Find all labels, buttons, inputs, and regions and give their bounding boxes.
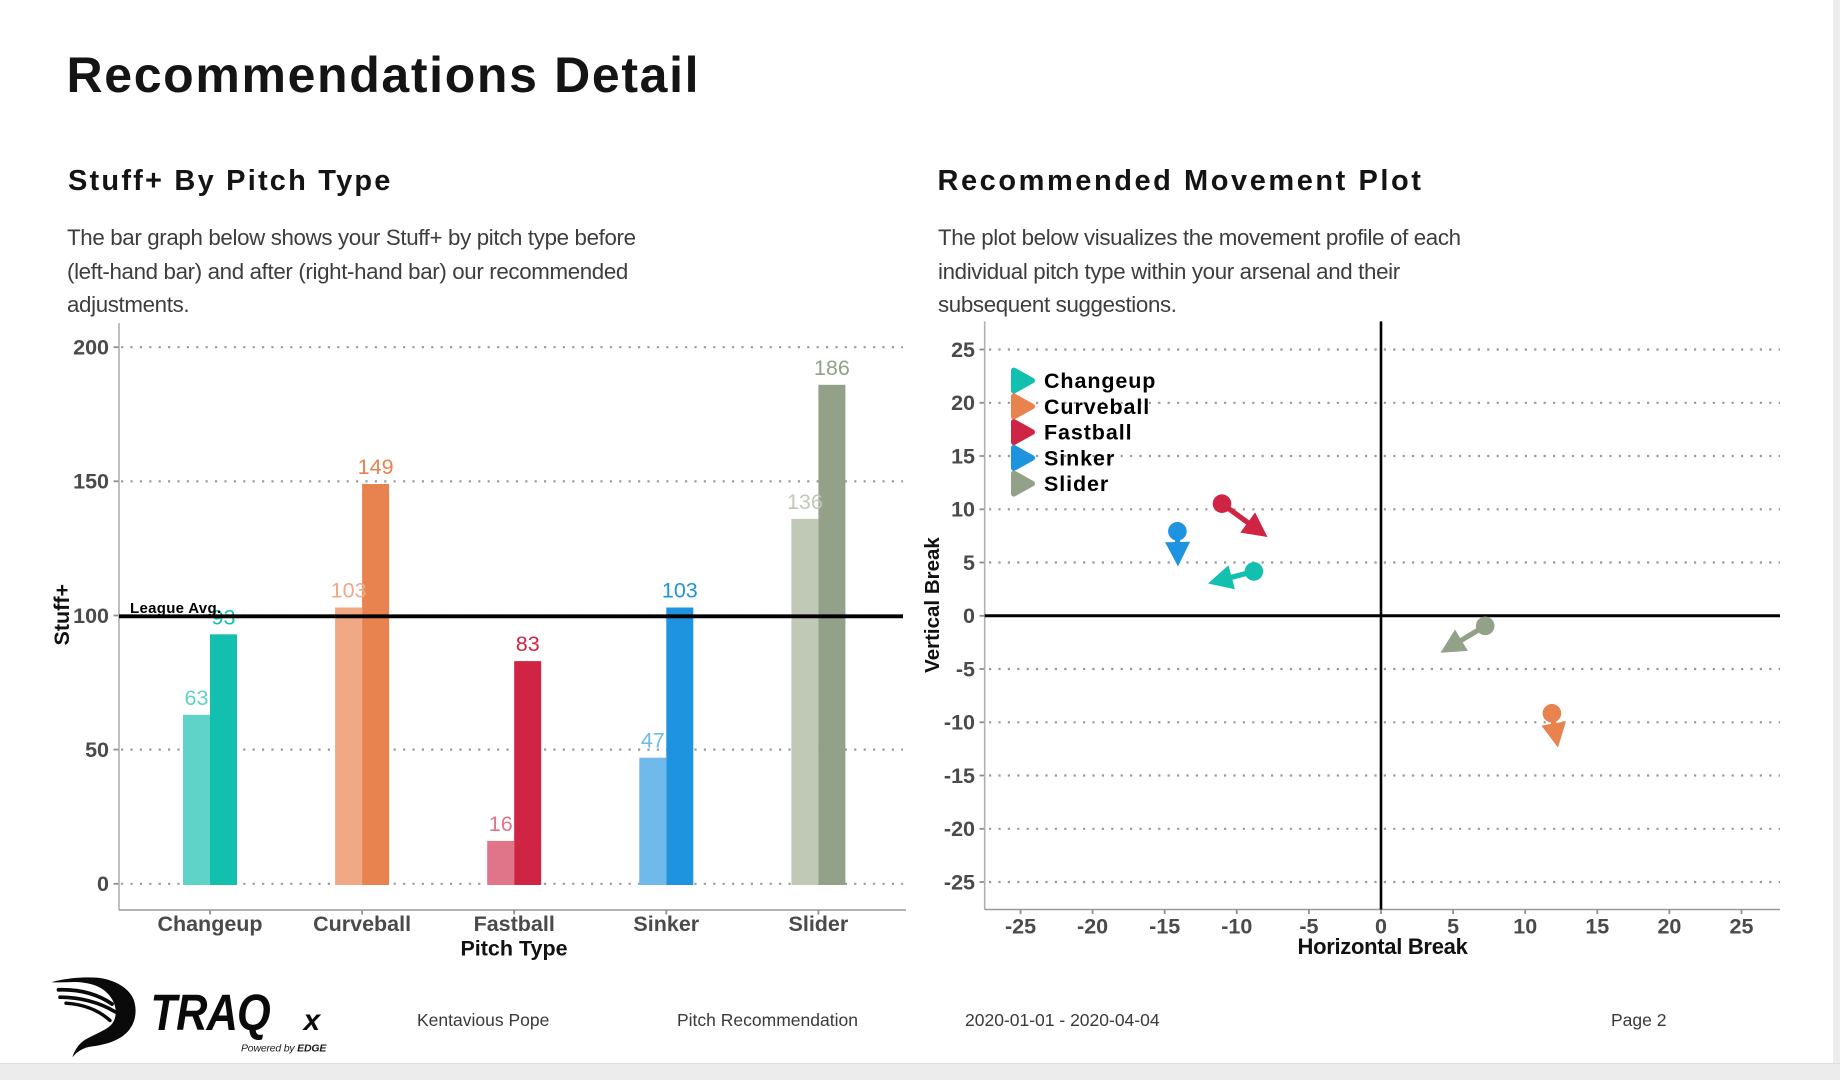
svg-text:25: 25: [951, 338, 975, 362]
svg-text:0: 0: [97, 872, 109, 896]
svg-text:Curveball: Curveball: [313, 912, 411, 936]
svg-text:15: 15: [1585, 915, 1609, 939]
svg-text:47: 47: [641, 729, 665, 753]
svg-text:16: 16: [489, 812, 513, 836]
svg-text:Horizontal Break: Horizontal Break: [1297, 934, 1468, 959]
svg-text:25: 25: [1730, 915, 1754, 939]
svg-text:-25: -25: [944, 870, 975, 894]
svg-text:103: 103: [331, 579, 367, 603]
svg-text:-5: -5: [1299, 915, 1318, 939]
svg-text:5: 5: [963, 551, 975, 575]
svg-text:50: 50: [85, 738, 109, 762]
svg-text:Sinker: Sinker: [1044, 446, 1115, 470]
svg-text:0: 0: [963, 604, 975, 628]
svg-text:-10: -10: [1221, 915, 1252, 939]
svg-text:-5: -5: [956, 657, 975, 681]
svg-text:103: 103: [662, 579, 698, 603]
svg-text:15: 15: [951, 444, 975, 468]
svg-text:83: 83: [516, 632, 540, 656]
svg-text:149: 149: [358, 455, 394, 479]
svg-text:Vertical Break: Vertical Break: [921, 537, 944, 673]
svg-text:-20: -20: [944, 817, 975, 841]
svg-text:20: 20: [951, 391, 975, 415]
svg-text:186: 186: [814, 356, 850, 380]
svg-text:63: 63: [185, 686, 209, 710]
svg-text:100: 100: [73, 604, 109, 628]
svg-text:150: 150: [73, 470, 109, 494]
svg-text:Fastball: Fastball: [1044, 421, 1132, 445]
svg-text:20: 20: [1657, 915, 1681, 939]
svg-text:-20: -20: [1077, 915, 1108, 939]
svg-text:-15: -15: [944, 764, 975, 788]
svg-text:TRAQ: TRAQ: [151, 985, 271, 1042]
svg-text:-10: -10: [944, 711, 975, 735]
svg-text:Curveball: Curveball: [1044, 395, 1150, 419]
svg-text:10: 10: [951, 498, 975, 522]
svg-text:136: 136: [787, 490, 823, 514]
svg-text:Changeup: Changeup: [157, 912, 262, 936]
svg-text:Stuff+: Stuff+: [50, 584, 74, 646]
svg-text:200: 200: [73, 336, 109, 360]
svg-text:5: 5: [1447, 915, 1459, 939]
svg-text:Changeup: Changeup: [1044, 369, 1156, 393]
svg-text:Pitch Type: Pitch Type: [460, 937, 567, 961]
svg-text:League Avg.: League Avg.: [130, 600, 221, 617]
svg-text:Sinker: Sinker: [633, 912, 699, 936]
svg-text:x: x: [302, 1004, 322, 1037]
svg-text:10: 10: [1513, 915, 1537, 939]
svg-text:Slider: Slider: [789, 912, 849, 936]
svg-text:Powered by EDGE: Powered by EDGE: [241, 1043, 327, 1055]
svg-text:0: 0: [1375, 915, 1387, 939]
svg-text:Fastball: Fastball: [474, 912, 555, 936]
svg-text:-15: -15: [1149, 915, 1180, 939]
svg-text:Slider: Slider: [1044, 472, 1109, 496]
svg-text:-25: -25: [1005, 915, 1036, 939]
